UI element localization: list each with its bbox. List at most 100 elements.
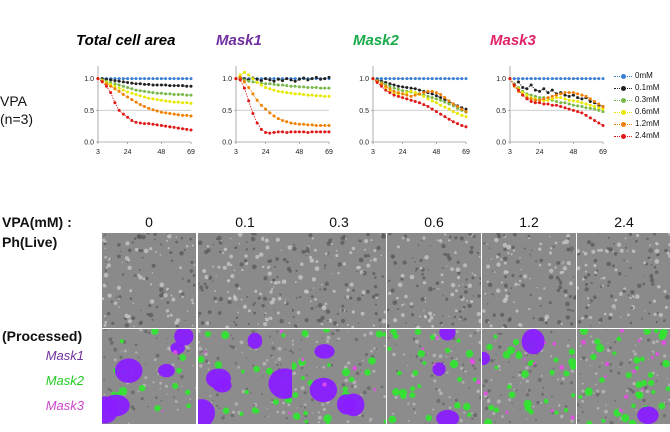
data-point [430,77,434,81]
data-point [138,94,142,98]
x-tick-label: 69 [462,149,470,156]
processed-mask-image [102,329,196,424]
data-point [121,77,125,81]
data-point [413,77,417,81]
data-point [302,93,306,96]
data-point [159,91,163,95]
legend-swatch [614,120,632,128]
data-point [418,92,421,96]
data-point [147,106,151,110]
data-point [559,96,563,100]
data-point [584,113,588,117]
data-point [109,91,113,95]
data-point [576,110,580,114]
data-point [143,82,146,86]
data-point [521,91,525,95]
data-point [405,86,409,90]
data-point [276,83,280,87]
data-point [327,94,331,98]
data-point [281,83,284,87]
data-point [138,82,142,86]
data-point [168,92,172,96]
data-point [413,87,417,91]
data-point [443,105,447,109]
data-point [164,124,168,128]
data-point [580,111,584,115]
legend-item: 0.6mM [614,106,659,118]
data-point [559,92,563,96]
data-point [151,108,155,112]
data-point [314,75,318,79]
data-point [155,109,159,113]
data-point [396,87,400,91]
data-point [289,84,293,88]
data-point [130,91,134,95]
data-point [155,83,159,87]
data-point [104,84,108,88]
vpa-label: VPA [0,93,27,109]
data-point [571,77,575,81]
legend-label: 0.1mM [635,83,660,92]
data-point [168,84,172,88]
data-point [314,94,318,98]
data-point [456,105,460,109]
data-point [538,98,542,102]
data-point [147,90,151,94]
data-point [155,123,159,127]
data-point [113,79,117,83]
legend-label: 0mM [635,71,653,80]
data-point [134,88,138,92]
data-point [584,94,588,98]
data-point [297,92,301,96]
data-point [405,77,409,81]
data-point [533,77,537,81]
data-point [259,79,263,83]
data-point [392,86,396,90]
data-point [255,98,259,102]
data-point [371,77,375,81]
legend-label: 1.2mM [635,119,660,128]
data-point [601,107,605,111]
data-point [247,73,251,77]
data-point [293,130,297,134]
data-point [242,70,246,74]
data-point [314,124,318,128]
data-point [264,77,268,81]
data-point [464,110,468,114]
x-tick-label: 69 [599,149,607,156]
data-point [601,124,605,128]
data-point [285,131,289,134]
data-point [601,77,605,81]
data-point [151,77,155,81]
data-point [567,77,571,81]
data-point [546,102,550,106]
data-point [413,91,417,95]
data-point [247,79,251,83]
data-point [238,73,242,77]
data-point [597,121,601,125]
data-point [508,77,512,81]
data-point [555,93,558,97]
data-point [533,94,537,98]
data-point [181,84,185,88]
data-point [172,84,176,88]
data-point [176,113,180,117]
data-point [388,87,392,91]
data-point [447,77,451,81]
data-point [281,118,284,122]
mask3-label: Mask3 [45,398,84,413]
data-point [584,77,588,81]
data-point [593,77,597,81]
data-point [601,105,605,109]
data-point [134,93,138,96]
data-point [314,86,318,90]
data-point [138,103,142,107]
data-point [584,102,588,106]
data-point [401,77,405,81]
data-point [379,77,383,81]
chart-mask2: 0.0 0.5 1.0 3 24 48 69 [359,66,470,156]
data-point [525,97,529,101]
data-point [113,87,117,91]
data-point [268,131,272,135]
data-point [143,105,146,109]
